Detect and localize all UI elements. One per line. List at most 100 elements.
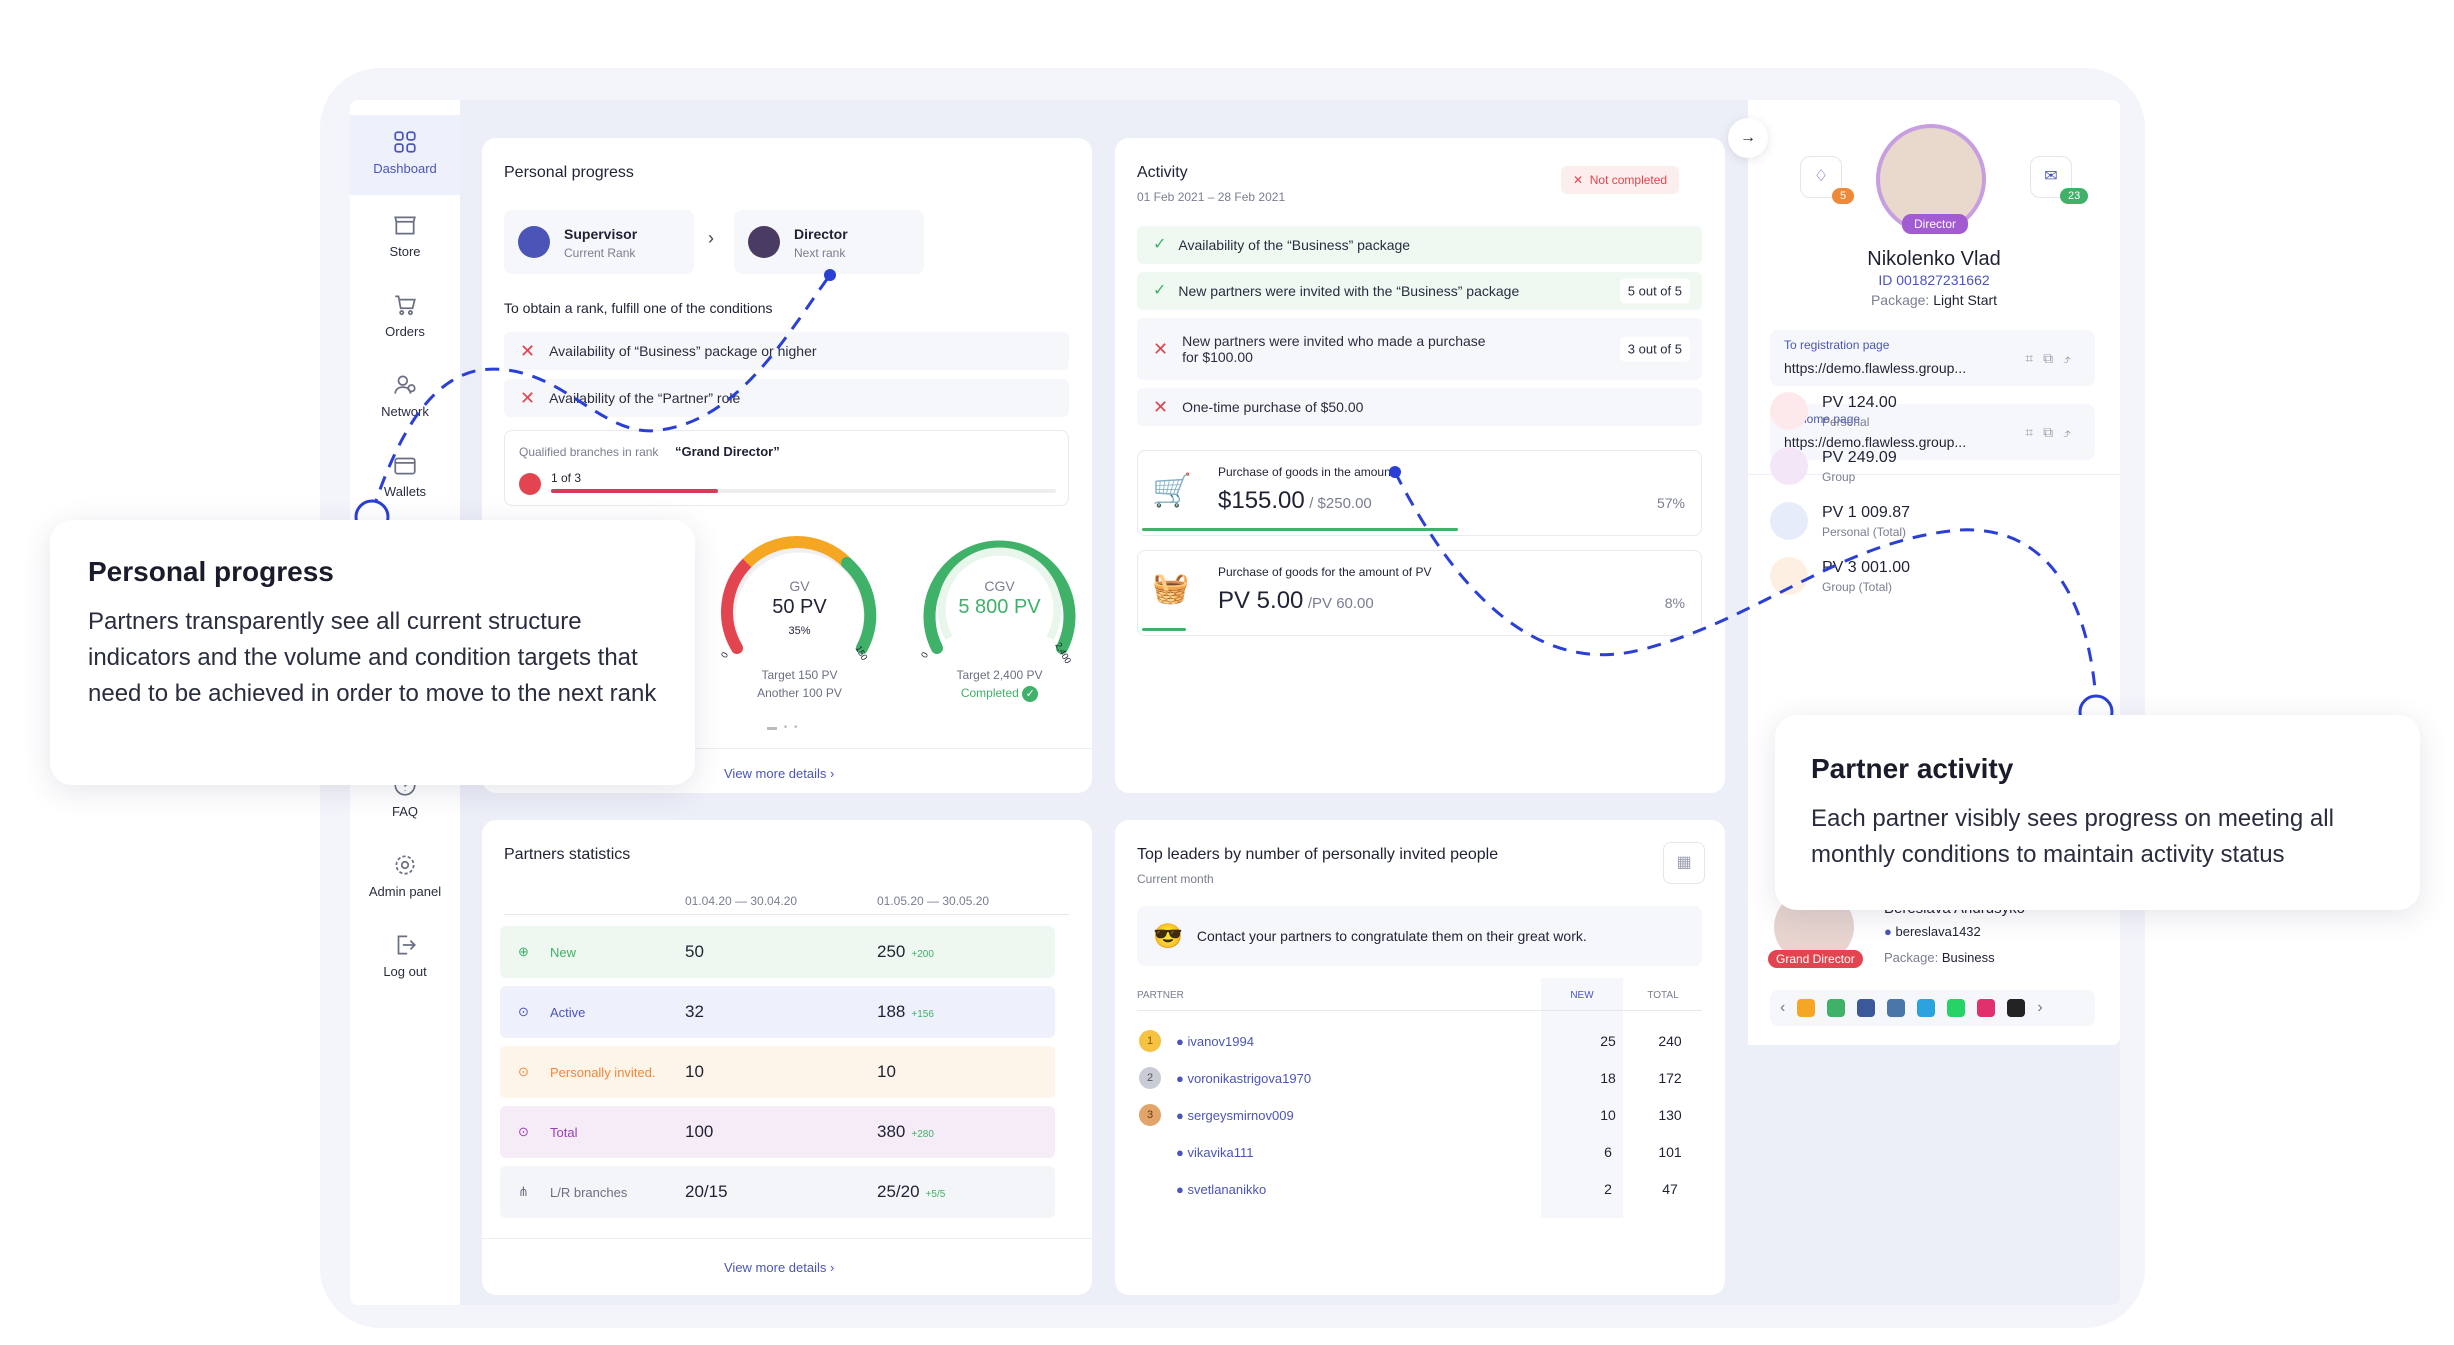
sidebar-item-orders[interactable]: Orders [350, 280, 460, 355]
link-actions[interactable]: ⌗⧉⤴ [2025, 424, 2081, 440]
leader-row[interactable]: 1 ● ivanov1994 25 240 [1130, 1023, 1700, 1059]
cgv-status-text: Completed [960, 686, 1019, 700]
divider [504, 914, 1069, 915]
gv-another: Another 100 PV [757, 686, 842, 700]
chevron-right-icon[interactable]: › [2037, 999, 2043, 1016]
leader-row[interactable]: 3 ● sergeysmirnov009 10 130 [1130, 1097, 1700, 1133]
current-rank-caption: Current Rank [564, 246, 636, 260]
instagram-icon[interactable] [1977, 999, 1996, 1017]
congratulate-banner: 😎 Contact your partners to congratulate t… [1137, 906, 1702, 966]
sidebar-item-label: Log out [383, 964, 427, 979]
bell-icon[interactable]: ♢ [1800, 156, 1842, 198]
chevron-left-icon[interactable]: ‹ [1780, 999, 1786, 1016]
stat-label: Active [550, 1004, 586, 1020]
sidebar-item-store[interactable]: Store [350, 200, 460, 275]
leader-login: vikavika111 [1187, 1144, 1254, 1160]
callout-personal-progress: Personal progress Partners transparently… [50, 520, 695, 785]
x-icon[interactable] [2007, 999, 2026, 1017]
user-plus-icon: ⊕ [518, 944, 529, 959]
basket-icon: 🧺 [1152, 572, 1190, 605]
leader-login-wrap: ● ivanov1994 [1176, 1033, 1254, 1049]
link-actions[interactable]: ⌗⧉⤴ [2025, 350, 2081, 366]
activity-period: 01 Feb 2021 – 28 Feb 2021 [1137, 190, 1286, 204]
condition-text: Availability of “Business” package or hi… [549, 343, 817, 359]
sidebar-item-label: Dashboard [373, 161, 437, 176]
avatar [519, 473, 541, 495]
email-icon[interactable] [1797, 999, 1816, 1017]
stat-value-2-wrap: 250 +200 [877, 942, 934, 962]
stat-value-2: 380 [877, 1122, 906, 1141]
sidebar-item-admin-panel[interactable]: Admin panel [350, 840, 460, 915]
telegram-icon[interactable] [1917, 999, 1936, 1017]
divider [482, 748, 1092, 749]
wallet-icon [394, 457, 416, 475]
stat-row-personally-invited: ⊙ Personally invited. 10 10 [500, 1046, 1055, 1098]
next-rank-name: Director [794, 226, 848, 242]
calendar-icon[interactable]: ▦ [1663, 842, 1705, 884]
profile-name: Nikolenko Vlad [1867, 248, 2001, 270]
status-badge: ✕ Not completed [1561, 166, 1680, 194]
activity-item-text: New partners were invited who made a pur… [1182, 333, 1486, 349]
stat-label: New [550, 944, 577, 960]
vk-icon[interactable] [1887, 999, 1906, 1017]
next-rank-caption: Next rank [794, 246, 846, 260]
pv-label: Group (Total) [1822, 579, 1893, 594]
view-more-link[interactable]: View more details › [724, 766, 835, 781]
store-icon [394, 216, 416, 235]
qualified-branches: Qualified branches in rank “Grand Direct… [504, 430, 1069, 506]
leader-login-wrap: ● svetlananikko [1176, 1181, 1267, 1197]
stat-label: Personally invited. [550, 1064, 656, 1080]
stat-value-2: 250 [877, 942, 906, 961]
leader-row[interactable]: 2 ● voronikastrigova1970 18 172 [1130, 1060, 1700, 1096]
view-more-text: View more details [724, 766, 827, 781]
cgv-label: CGV [984, 578, 1015, 594]
check-icon: ✓ [1153, 236, 1167, 253]
whatsapp-icon[interactable] [1947, 999, 1966, 1017]
activity-item: ✕ New partners were invited who made a pu… [1137, 318, 1702, 380]
leader-row[interactable]: ● svetlananikko 2 47 [1130, 1171, 1700, 1207]
view-more-link[interactable]: View more details › [724, 1260, 835, 1275]
pagination-dots[interactable]: ▬ • • [767, 722, 800, 733]
col-new: NEW [1570, 990, 1594, 1001]
branches-progress-fill [551, 489, 718, 493]
cgv-gauge [923, 540, 1076, 654]
users-icon: ⊙ [518, 1124, 529, 1139]
stat-row-branches: ⋔ L/R branches 20/15 25/20 +5/5 [500, 1166, 1055, 1218]
stat-value-1: 32 [685, 1002, 704, 1021]
stat-plus: +200 [911, 949, 934, 960]
registration-link[interactable]: To registration page https://demo.flawle… [1770, 330, 2095, 386]
sidebar-item-log-out[interactable]: Log out [350, 920, 460, 995]
sidebar-item-dashboard[interactable]: Dashboard [350, 115, 460, 195]
leader-new: 6 [1604, 1144, 1612, 1160]
mail-icon[interactable]: ✉ [2030, 156, 2072, 198]
home-link[interactable]: To home page https://demo.flawless.group… [1770, 404, 2095, 460]
pv-value: PV 249.09 [1822, 448, 1897, 466]
purchase-progress [1142, 528, 1697, 531]
stat-label: L/R branches [550, 1184, 628, 1200]
stat-value-2: 25/20 [877, 1182, 920, 1201]
status-text: Not completed [1589, 173, 1668, 187]
close-icon: ✕ [1573, 173, 1584, 187]
branches-label: Qualified branches in rank [519, 445, 659, 459]
sidebar-item-wallets[interactable]: Wallets [350, 440, 460, 515]
facebook-icon[interactable] [1857, 999, 1876, 1017]
leader-total: 130 [1658, 1107, 1682, 1123]
package-value: Business [1941, 950, 1995, 965]
purchase-progress-fill [1142, 628, 1187, 631]
leader-login: ivanov1994 [1187, 1033, 1254, 1049]
activity-item-text: One-time purchase of $50.00 [1182, 399, 1364, 415]
arrow-right-icon[interactable]: → [1728, 118, 1768, 158]
phone-icon[interactable] [1827, 999, 1846, 1017]
link-label: To registration page [1784, 338, 1890, 352]
gear-icon [395, 855, 415, 875]
logout-icon [397, 935, 416, 955]
activity-item-text: Availability of the “Business” package [1178, 237, 1411, 253]
branches-value: 1 of 3 [551, 471, 582, 485]
package-label: Package: [1870, 292, 1930, 308]
new-column-bg [1541, 978, 1623, 1218]
coin-icon [1770, 392, 1808, 430]
leader-row[interactable]: ● vikavika111 6 101 [1130, 1134, 1700, 1170]
link-url: https://demo.flawless.group... [1784, 434, 1967, 450]
activity-item: ✓ New partners were invited with the “Bus… [1137, 272, 1702, 310]
